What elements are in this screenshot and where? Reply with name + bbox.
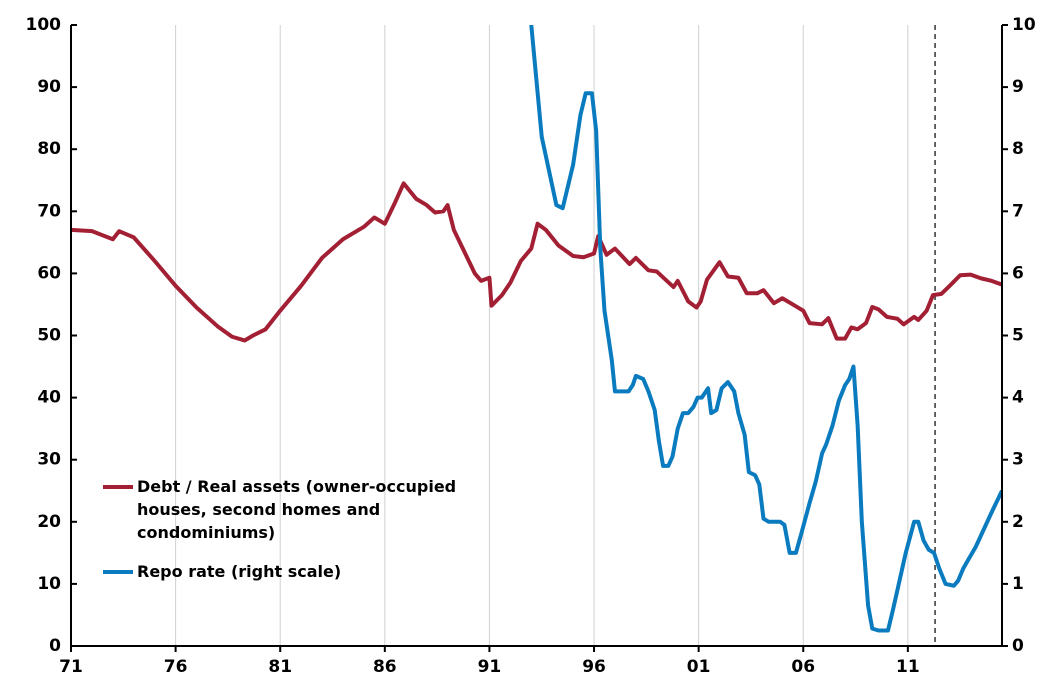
y2-tick-label: 8 xyxy=(1012,139,1024,159)
legend: Debt / Real assets (owner-occupied houses… xyxy=(103,477,456,581)
x-tick-label: 96 xyxy=(582,657,606,677)
y-tick-label: 30 xyxy=(37,450,61,470)
x-tick-label: 91 xyxy=(478,657,502,677)
y2-tick-label: 5 xyxy=(1012,326,1024,346)
y-tick-label: 100 xyxy=(26,15,62,35)
y2-tick-label: 4 xyxy=(1012,388,1024,408)
y2-tick-label: 7 xyxy=(1012,201,1024,221)
y-tick-label: 70 xyxy=(37,201,61,221)
y-tick-label: 10 xyxy=(37,574,61,594)
y-tick-label: 90 xyxy=(37,77,61,97)
y2-tick-label: 9 xyxy=(1012,77,1024,97)
y-tick-label: 60 xyxy=(37,263,61,283)
y-tick-label: 50 xyxy=(37,326,61,346)
legend-label: Debt / Real assets (owner-occupied houses… xyxy=(137,477,456,542)
y2-tick-label: 10 xyxy=(1012,15,1036,35)
x-tick-label: 01 xyxy=(687,657,711,677)
y-tick-label: 40 xyxy=(37,388,61,408)
y-tick-label: 0 xyxy=(49,636,61,656)
x-tick-label: 81 xyxy=(268,657,292,677)
x-tick-label: 06 xyxy=(791,657,815,677)
series-line xyxy=(71,181,1002,343)
x-tick-label: 76 xyxy=(164,657,188,677)
series-line xyxy=(529,25,1002,633)
x-tick-label: 71 xyxy=(59,657,83,677)
x-tick-label: 11 xyxy=(896,657,920,677)
y2-tick-label: 3 xyxy=(1012,450,1024,470)
legend-label: Repo rate (right scale) xyxy=(137,562,341,581)
y2-tick-label: 0 xyxy=(1012,636,1024,656)
x-tick-label: 86 xyxy=(373,657,397,677)
y2-tick-label: 6 xyxy=(1012,263,1024,283)
y2-tick-label: 2 xyxy=(1012,512,1024,532)
y-tick-label: 80 xyxy=(37,139,61,159)
y-tick-label: 20 xyxy=(37,512,61,532)
y2-tick-label: 1 xyxy=(1012,574,1024,594)
